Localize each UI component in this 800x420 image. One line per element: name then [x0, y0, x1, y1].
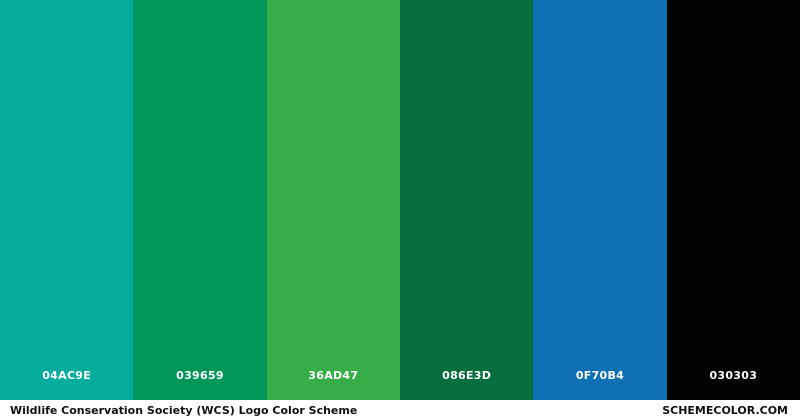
footer: Wildlife Conservation Society (WCS) Logo… [0, 400, 800, 420]
color-swatch: 36AD47 [266, 0, 400, 400]
color-swatch: 086E3D [399, 0, 534, 400]
color-swatch: 04AC9E [0, 0, 134, 400]
scheme-title: Wildlife Conservation Society (WCS) Logo… [10, 403, 358, 417]
hex-label: 039659 [176, 369, 224, 382]
color-swatch: 030303 [666, 0, 800, 400]
hex-label: 0F70B4 [575, 369, 625, 382]
color-swatch: 0F70B4 [533, 0, 667, 400]
site-name: SCHEMECOLOR.COM [662, 403, 788, 417]
hex-label: 04AC9E [42, 369, 92, 382]
swatch-row: 04AC9E 039659 36AD47 086E3D 0F70B4 030303 [0, 0, 800, 400]
hex-label: 030303 [709, 369, 758, 382]
hex-label: 36AD47 [308, 369, 359, 382]
color-swatch: 039659 [133, 0, 267, 400]
hex-label: 086E3D [442, 369, 492, 382]
